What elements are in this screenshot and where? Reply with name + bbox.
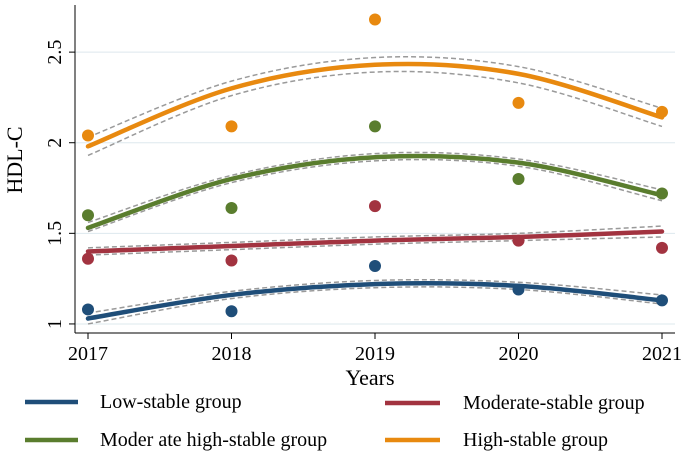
ci-lower-line: [87, 158, 663, 233]
data-point: [656, 105, 668, 118]
series-line: [85, 61, 665, 149]
data-point: [82, 209, 94, 222]
data-point: [225, 305, 238, 318]
y-tick-label: 1: [44, 319, 66, 329]
ci-upper-line: [87, 55, 663, 138]
series-line: [85, 153, 665, 231]
data-point: [369, 200, 381, 213]
ci-upper-line: [87, 278, 663, 314]
series-line: [85, 281, 665, 321]
ci-upper-line: [87, 151, 663, 224]
y-tick-label: 1.5: [44, 221, 66, 246]
data-point: [512, 172, 525, 185]
data-point: [225, 201, 238, 214]
x-tick-label: 2019: [355, 343, 395, 365]
data-point: [512, 234, 525, 247]
confidence-bands: [87, 55, 663, 325]
legend-label: Low-stable group: [100, 391, 242, 413]
legend-label: Moderate-stable group: [463, 392, 645, 414]
data-point: [512, 96, 525, 109]
data-point: [225, 254, 238, 267]
data-point: [656, 241, 668, 254]
y-axis-title: HDL-C: [2, 126, 27, 193]
y-tick-label: 2: [44, 138, 66, 148]
data-point: [656, 294, 668, 307]
y-tick-labels: 1 1.5 2 2.5: [44, 40, 66, 329]
fitted-lines: [85, 61, 665, 321]
data-point: [82, 129, 94, 142]
x-tick-label: 2021: [642, 343, 682, 365]
data-point: [656, 187, 668, 200]
legend: Low-stable group Moderate-stable group Mod…: [25, 391, 645, 451]
ci-lower-line: [87, 286, 663, 325]
data-point: [82, 252, 94, 265]
series-line: [85, 229, 665, 254]
data-point: [512, 283, 525, 296]
data-point: [82, 303, 94, 316]
data-point: [225, 120, 238, 133]
grid-lines: [75, 51, 675, 325]
data-point: [369, 13, 381, 26]
x-tick-labels: 2017 2018 2019 2020 2021: [68, 343, 682, 365]
legend-label: High-stable group: [463, 429, 608, 451]
legend-label: Moder ate high-stable group: [100, 429, 327, 451]
data-point: [369, 259, 381, 272]
data-point: [369, 120, 381, 133]
x-tick-label: 2020: [499, 343, 539, 365]
y-tick-label: 2.5: [44, 40, 66, 65]
x-axis-title: Years: [345, 365, 394, 390]
x-tick-label: 2017: [68, 343, 108, 365]
x-tick-label: 2018: [212, 343, 252, 365]
axes: [69, 5, 675, 339]
observed-points: [82, 13, 668, 318]
